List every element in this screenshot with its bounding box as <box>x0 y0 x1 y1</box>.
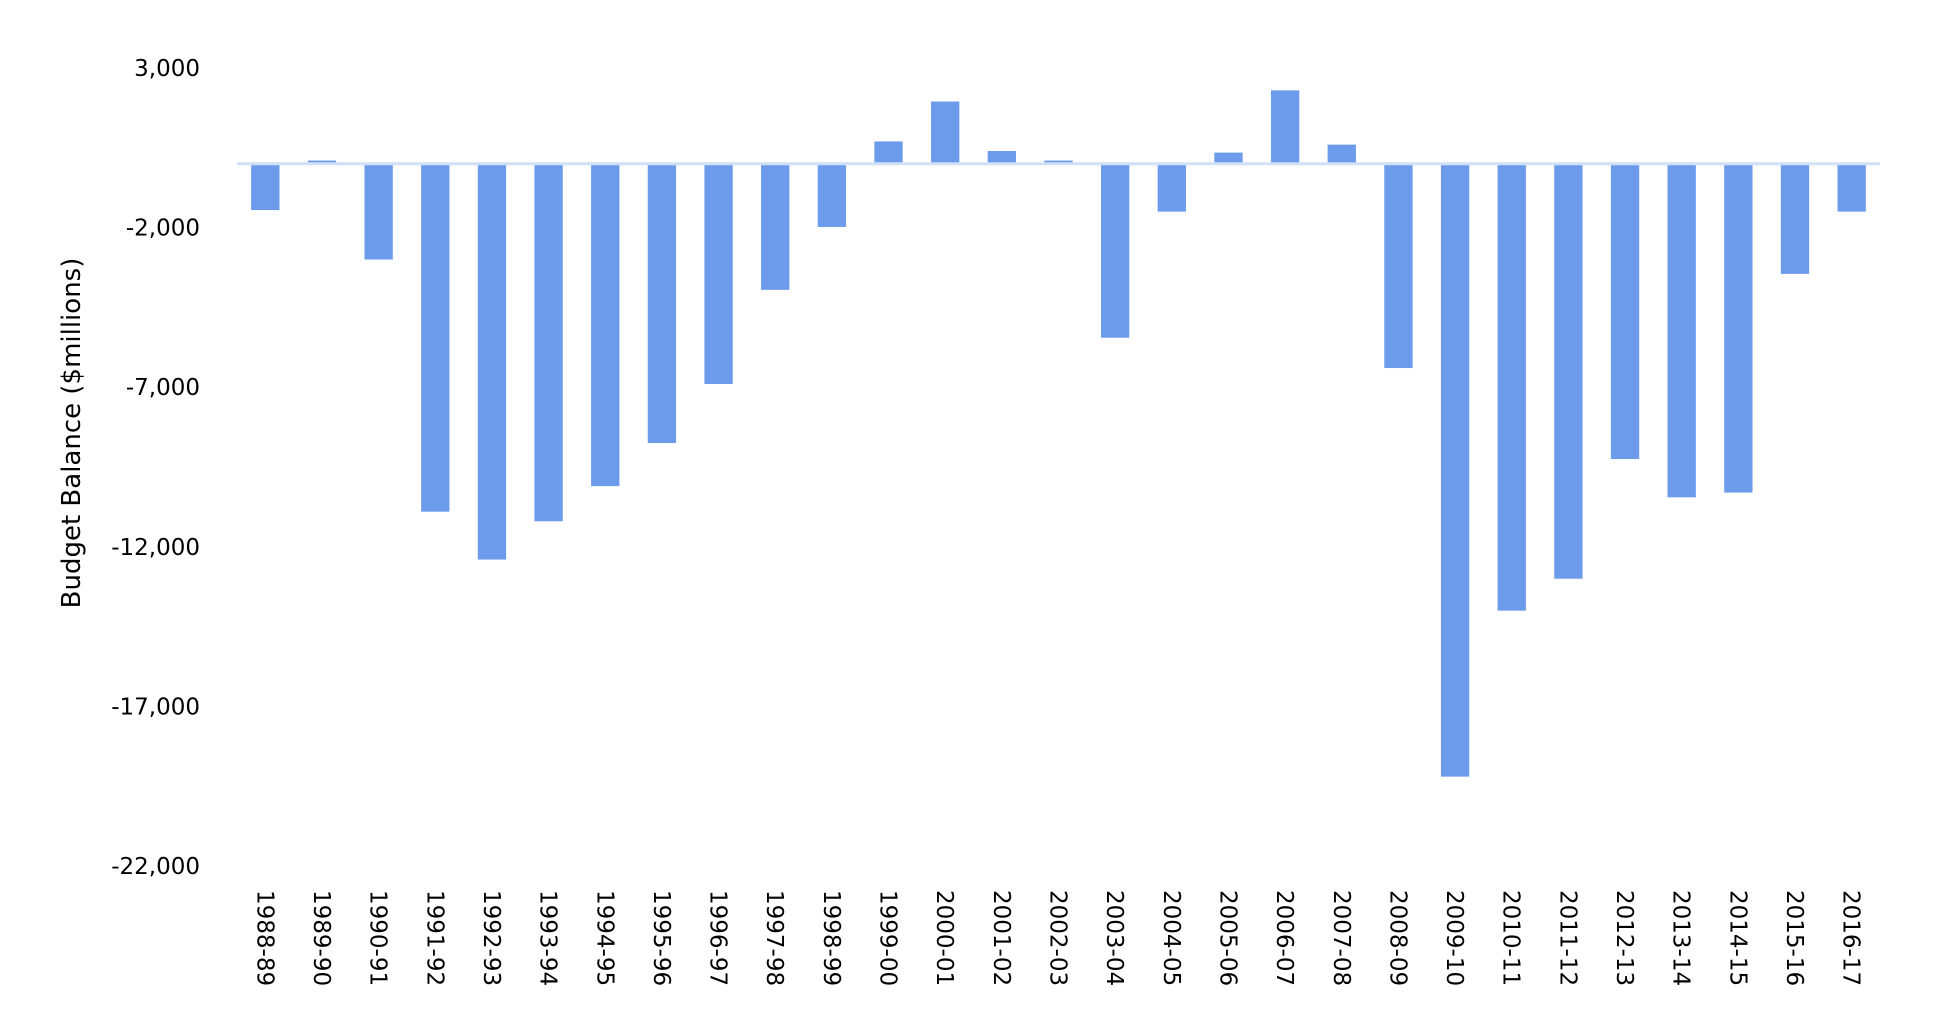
bar-2003-04 <box>1100 163 1130 338</box>
bar-2004-05 <box>1157 163 1186 212</box>
x-tick-label: 1992-93 <box>478 890 504 986</box>
x-tick-label: 2002-03 <box>1045 890 1071 986</box>
bar-2008-09 <box>1384 163 1413 369</box>
x-tick-label: 1993-94 <box>535 890 561 986</box>
bar-2000-01 <box>931 101 960 164</box>
bar-1988-89 <box>251 163 280 211</box>
x-tick-label: 2008-09 <box>1384 890 1410 986</box>
x-tick-label: 2004-05 <box>1158 890 1184 986</box>
x-axis-ticks: 1988-89 1989-90 1990-91 1991-92 1992-93 1993-… <box>251 890 1863 986</box>
x-tick-label: 1991-92 <box>421 890 447 986</box>
y-tick-label: -22,000 <box>111 854 200 880</box>
x-tick-label: 2013-14 <box>1668 890 1694 986</box>
x-tick-label: 2001-02 <box>988 890 1014 986</box>
y-axis-ticks: 3,000 -2,000 -7,000 -12,000 -17,000 -22,000 <box>111 56 200 880</box>
x-tick-label: 2006-07 <box>1271 890 1297 986</box>
x-tick-label: 1988-89 <box>251 890 277 986</box>
x-tick-label: 2009-10 <box>1441 890 1467 986</box>
x-tick-label: 2015-16 <box>1781 890 1807 986</box>
x-tick-label: 1994-95 <box>591 890 617 986</box>
y-tick-label: 3,000 <box>134 56 200 82</box>
x-tick-label: 2014-15 <box>1724 890 1750 986</box>
bar-2012-13 <box>1610 163 1640 460</box>
bar-2002-03 <box>1044 160 1073 164</box>
y-tick-label: -17,000 <box>111 694 200 720</box>
x-tick-label: 1999-00 <box>875 890 901 986</box>
x-tick-label: 1998-99 <box>818 890 844 986</box>
bar-2007-08 <box>1327 144 1356 164</box>
x-tick-label: 2016-17 <box>1838 890 1864 986</box>
bar-2011-12 <box>1554 163 1583 579</box>
x-tick-label: 1996-97 <box>705 890 731 986</box>
bar-1996-97 <box>704 163 733 385</box>
bar-1994-95 <box>591 163 620 487</box>
bar-2006-07 <box>1270 90 1300 164</box>
bar-2009-10 <box>1440 163 1470 777</box>
bar-1995-96 <box>647 163 677 444</box>
bar-2015-16 <box>1780 163 1810 274</box>
bar-2014-15 <box>1724 163 1753 493</box>
bar-1999-00 <box>874 141 903 164</box>
y-tick-label: -12,000 <box>111 535 200 561</box>
bar-1990-91 <box>364 163 393 260</box>
bars <box>251 90 1866 777</box>
x-tick-label: 2007-08 <box>1328 890 1354 986</box>
x-tick-label: 2011-12 <box>1554 890 1580 986</box>
bar-1992-93 <box>477 163 507 560</box>
y-tick-label: -7,000 <box>126 375 200 401</box>
bar-1997-98 <box>761 163 790 290</box>
bar-1989-90 <box>307 160 337 164</box>
x-tick-label: 1995-96 <box>648 890 674 986</box>
x-tick-label: 2003-04 <box>1101 890 1127 986</box>
bar-1993-94 <box>534 163 563 522</box>
bar-2005-06 <box>1214 152 1243 164</box>
x-tick-label: 2010-11 <box>1498 890 1524 986</box>
bar-2001-02 <box>987 150 1017 164</box>
bar-1991-92 <box>421 163 450 512</box>
y-tick-label: -2,000 <box>126 216 200 242</box>
x-tick-label: 2000-01 <box>931 890 957 986</box>
bar-2013-14 <box>1667 163 1696 498</box>
y-axis-label: Budget Balance ($millions) <box>57 258 87 609</box>
bar-2010-11 <box>1497 163 1526 611</box>
x-tick-label: 2012-13 <box>1611 890 1637 986</box>
bar-2016-17 <box>1837 163 1866 212</box>
x-tick-label: 1990-91 <box>365 890 391 986</box>
x-tick-label: 2005-06 <box>1214 890 1240 986</box>
x-tick-label: 1997-98 <box>761 890 787 986</box>
x-tick-label: 1989-90 <box>308 890 334 986</box>
bar-1998-99 <box>817 163 847 227</box>
